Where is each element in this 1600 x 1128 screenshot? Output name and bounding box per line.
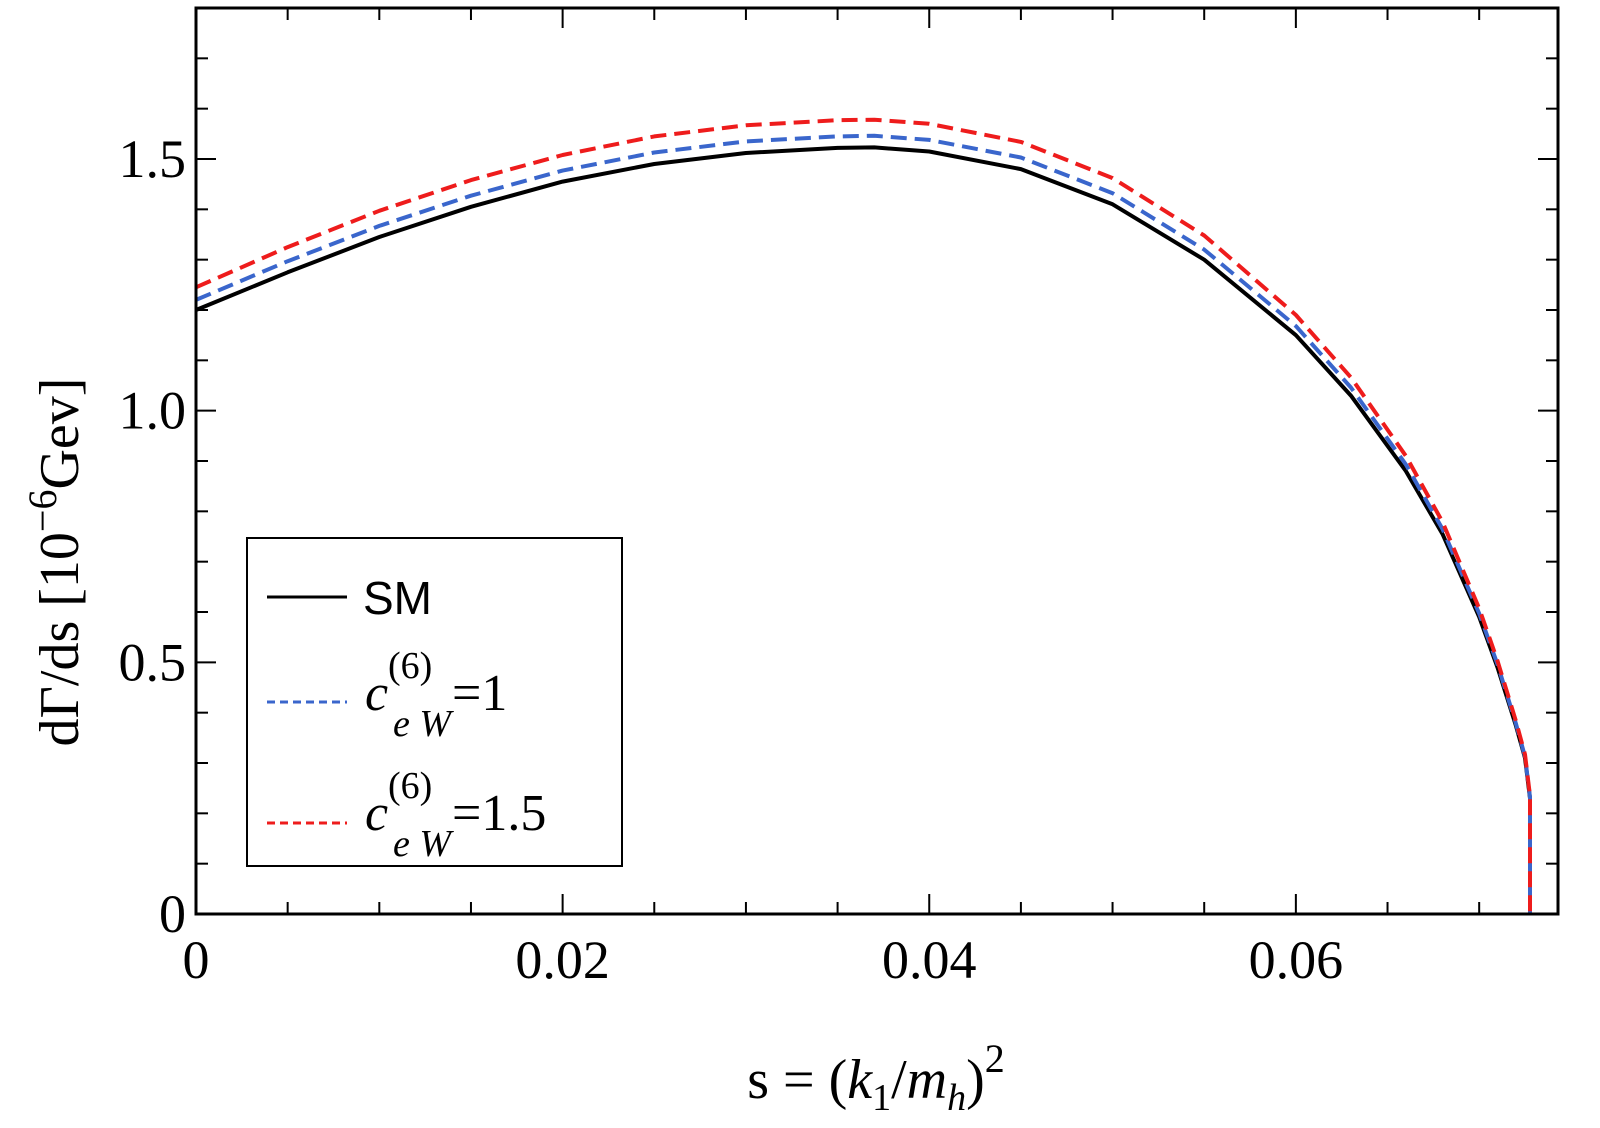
legend-label-cew1-sup: (6) bbox=[388, 645, 432, 687]
y-tick-label: 0.5 bbox=[119, 632, 187, 692]
y-axis-title-prefix: dΓ/ds [10 bbox=[29, 532, 91, 746]
x-axis-title-slash: / bbox=[891, 1049, 907, 1111]
y-tick-label: 0 bbox=[159, 884, 186, 944]
x-axis-title-power: 2 bbox=[985, 1036, 1005, 1081]
legend-label-cew15-c: c bbox=[365, 785, 388, 842]
x-axis-title: s = (k1/mh)2 bbox=[747, 1036, 1005, 1119]
legend-label-cew1-c: c bbox=[365, 665, 388, 722]
plot-frame bbox=[194, 6, 1560, 916]
x-axis-title-k-sub: 1 bbox=[872, 1077, 891, 1119]
y-tick-label: 1.5 bbox=[119, 129, 187, 189]
y-tick-label: 1.0 bbox=[119, 381, 187, 441]
legend-label-cew15-sup: (6) bbox=[388, 765, 432, 807]
x-axis-title-m-sub: h bbox=[947, 1077, 966, 1119]
legend: SM c(6) e W=1 c(6) e W=1.5 bbox=[246, 537, 623, 867]
legend-label-cew1-sub: e W bbox=[393, 703, 454, 745]
x-tick-label: 0.06 bbox=[1249, 930, 1344, 990]
series-cew15-line bbox=[195, 117, 1532, 914]
tick-labels-layer: 0 0.02 0.04 0.06 0 0.5 1.0 1.5 bbox=[119, 129, 1344, 990]
y-axis-title-exponent: −6 bbox=[20, 490, 65, 533]
ticks-layer bbox=[195, 7, 1558, 915]
legend-label-cew1: c(6) e W=1 bbox=[365, 645, 507, 745]
x-tick-label: 0.02 bbox=[515, 930, 610, 990]
y-axis-title: dΓ/ds [10−6Gev] bbox=[20, 378, 91, 747]
legend-label-cew15-eq: =1.5 bbox=[452, 785, 546, 842]
legend-label-cew1-eq: =1 bbox=[452, 665, 507, 722]
y-axis-title-suffix: Gev] bbox=[29, 378, 91, 490]
legend-box bbox=[246, 537, 623, 867]
legend-label-cew15: c(6) e W=1.5 bbox=[365, 765, 546, 865]
x-axis-title-k: k bbox=[847, 1049, 873, 1111]
series-layer bbox=[195, 117, 1532, 914]
x-axis-title-close: ) bbox=[966, 1049, 985, 1111]
legend-label-sm: SM bbox=[363, 572, 432, 624]
x-tick-label: 0 bbox=[183, 930, 210, 990]
x-tick-label: 0.04 bbox=[882, 930, 977, 990]
x-axis-title-m: m bbox=[907, 1049, 947, 1111]
x-axis-title-prefix: s = ( bbox=[747, 1049, 847, 1111]
legend-label-cew15-sub: e W bbox=[393, 823, 454, 865]
